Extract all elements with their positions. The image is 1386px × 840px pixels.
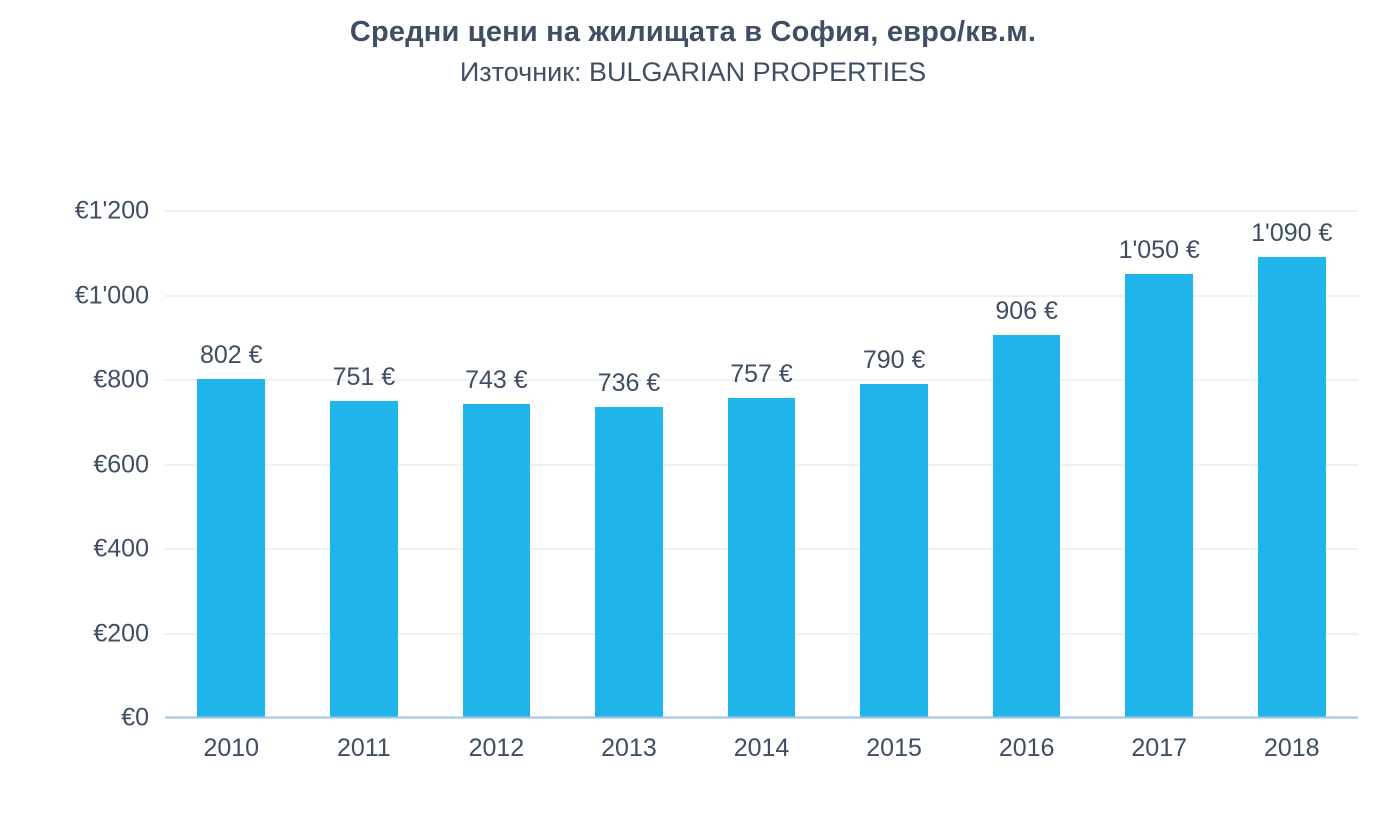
bar-slot: 743 € — [430, 211, 563, 718]
chart-area: 802 € 751 € 743 € 736 € 757 € 790 € 906 € 1'050… — [75, 197, 1358, 763]
x-axis-label: 2018 — [1263, 734, 1320, 762]
bar-slot: 1'050 € — [1093, 211, 1226, 718]
chart-title: Средни цени на жилищата в София, евро/кв… — [349, 16, 1037, 48]
plot-area: 802 € 751 € 743 € 736 € 757 € 790 € 906 € 1'050… — [75, 197, 1358, 732]
bar-slot: 906 € — [960, 211, 1093, 718]
chart-header: Средни цени на жилищата в София, евро/кв… — [0, 0, 1386, 88]
bar-series: 802 € 751 € 743 € 736 € 757 € 790 € 906 € 1'050… — [165, 211, 1358, 718]
x-axis-label: 2010 — [203, 734, 260, 762]
gridline — [165, 210, 1358, 212]
bar — [1257, 257, 1326, 718]
x-axis-label: 2014 — [733, 734, 790, 762]
bar-slot: 757 € — [695, 211, 828, 718]
x-axis-label: 2015 — [866, 734, 922, 762]
x-axis-label: 2011 — [336, 734, 391, 762]
bar-value-label: 751 € — [332, 362, 396, 391]
bar — [595, 407, 663, 718]
bar-slot: 802 € — [165, 211, 298, 718]
x-axis-label: 2017 — [1131, 734, 1188, 762]
bar-value-label: 1'090 € — [1251, 219, 1333, 248]
bar — [197, 379, 266, 718]
y-axis-label: €800 — [93, 365, 149, 394]
y-axis-label: €1'200 — [74, 196, 149, 225]
bar-value-label: 802 € — [200, 341, 263, 370]
x-axis-label: 2016 — [998, 734, 1055, 762]
bar-value-label: 1'050 € — [1118, 236, 1200, 265]
x-axis-line — [165, 716, 1358, 719]
bar-value-label: 743 € — [465, 366, 528, 395]
chart-subtitle: Източник: BULGARIAN PROPERTIES — [459, 57, 927, 87]
y-axis-label: €1'000 — [74, 281, 149, 309]
x-axis: 2010 2011 2012 2013 2014 2015 2016 2017 2018 — [165, 734, 1358, 763]
bar-slot: 1'090 € — [1226, 211, 1359, 718]
y-axis-label: €600 — [93, 450, 149, 478]
bar-slot: 736 € — [563, 211, 696, 718]
bar-slot: 751 € — [298, 211, 431, 718]
gridline — [165, 379, 1358, 381]
bar-value-label: 906 € — [995, 297, 1058, 326]
bar-slot: 790 € — [828, 211, 961, 718]
y-axis-label: €400 — [93, 534, 149, 563]
x-axis-label: 2013 — [601, 734, 657, 762]
x-axis-label: 2012 — [468, 734, 525, 762]
bar-value-label: 736 € — [597, 369, 661, 398]
bar — [462, 404, 531, 718]
bar — [330, 400, 398, 718]
bar — [1125, 274, 1194, 718]
bar-value-label: 757 € — [730, 360, 793, 389]
bar-value-label: 790 € — [862, 346, 926, 375]
gridline — [165, 295, 1358, 296]
y-axis-label: €200 — [93, 619, 149, 647]
y-axis-label: €0 — [121, 703, 149, 732]
bar — [727, 398, 796, 718]
bar — [860, 384, 928, 718]
bar — [992, 335, 1061, 718]
